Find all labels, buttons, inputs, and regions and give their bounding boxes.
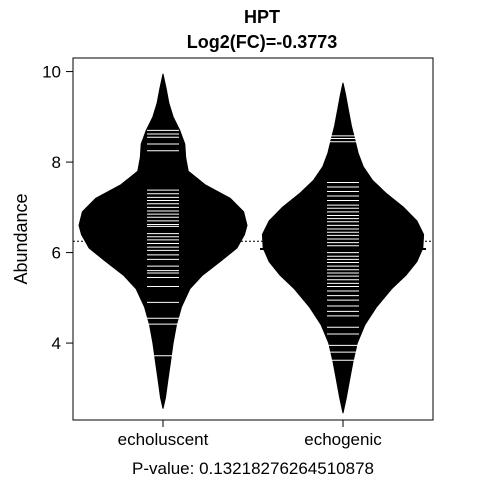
x-tick-label-echogenic: echogenic	[304, 430, 382, 449]
y-tick-label-6: 6	[52, 244, 61, 263]
y-axis-label: Abundance	[11, 193, 31, 284]
x-axis: echoluscent echogenic	[118, 420, 383, 449]
chart-subtitle: Log2(FC)=-0.3773	[187, 32, 338, 52]
y-axis: 4 6 8 10	[42, 63, 73, 354]
x-tick-label-echoluscent: echoluscent	[118, 430, 209, 449]
y-tick-label-4: 4	[52, 334, 61, 353]
p-value-label: P-value: 0.13218276264510878	[132, 459, 374, 478]
chart-title: HPT	[244, 7, 280, 27]
y-tick-label-10: 10	[42, 63, 61, 82]
beans-layer	[79, 74, 426, 413]
y-tick-label-8: 8	[52, 153, 61, 172]
